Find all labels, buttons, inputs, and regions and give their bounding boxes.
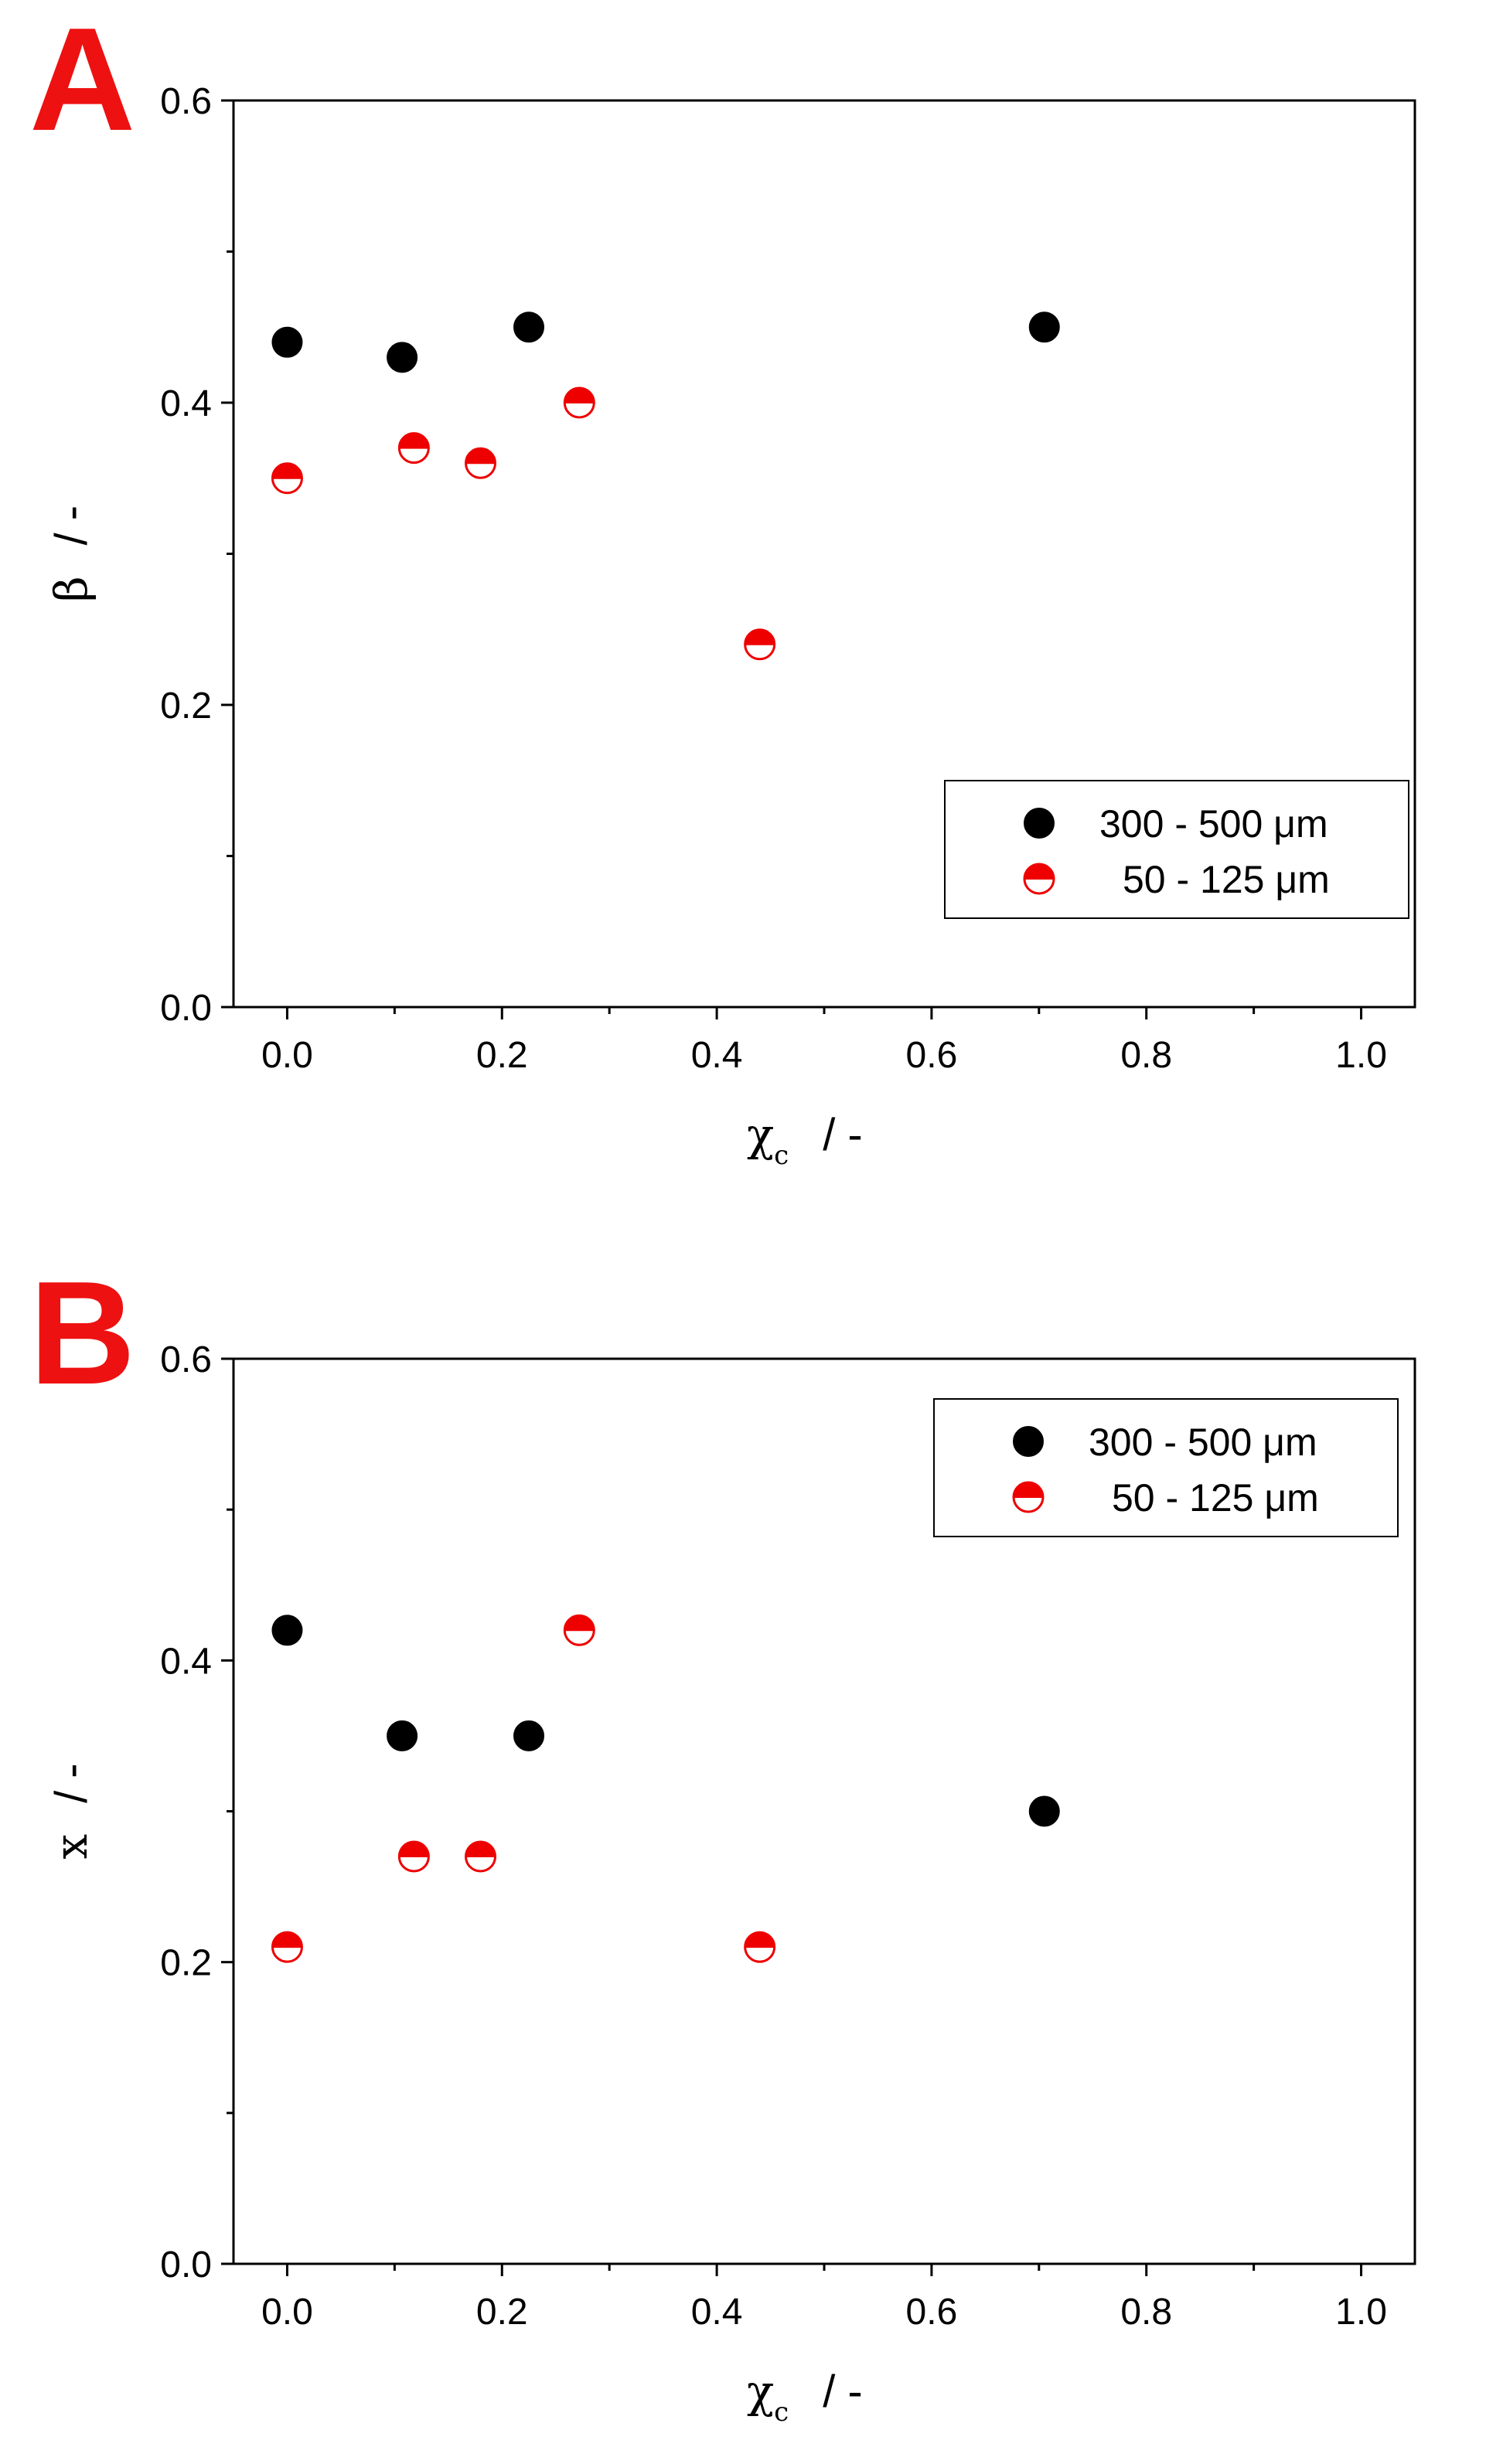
legend-marker-outline [1012, 1481, 1045, 1513]
point-series-large [271, 326, 303, 358]
point-series-small [464, 1840, 496, 1873]
point-series-small [271, 1931, 303, 1963]
y-tick-label: 0.6 [160, 1339, 212, 1380]
point-series-small-outline [271, 462, 303, 495]
point-series-small-outline [563, 386, 595, 419]
point-series-small-top-fill [465, 1842, 496, 1857]
point-series-small-top-fill [399, 433, 429, 448]
point-series-small-outline [464, 1840, 496, 1873]
y-tick-label: 0.2 [160, 1943, 212, 1984]
legend-box [944, 780, 1409, 919]
point-series-small [271, 462, 303, 495]
x-tick-label: 0.6 [906, 2292, 958, 2333]
point-series-small [397, 1840, 430, 1873]
chart-panel-a: A 0.0 0.2 0.4 0.6 0.8 1.0 0.0 0.2 0.4 0.6 χc / - β/ -… [29, 0, 1416, 1171]
x-axis-label: χc / - [747, 2365, 863, 2428]
point-series-small-top-fill [465, 448, 496, 464]
point-series-small-top-fill [564, 1615, 595, 1631]
x-tick-label: 0.0 [261, 2292, 313, 2333]
x-axis-label: χc / - [747, 1108, 863, 1171]
x-tick-label: 1.0 [1335, 2292, 1387, 2333]
x-tick-label: 0.2 [476, 2292, 528, 2333]
point-series-small-outline [397, 1840, 430, 1873]
point-series-small [563, 1614, 595, 1646]
legend-marker [1024, 808, 1055, 839]
point-series-small [563, 386, 595, 419]
y-tick-label: 0.6 [160, 81, 212, 122]
legend-label: 50 - 125 μm [1112, 1476, 1319, 1520]
x-tick-label: 0.2 [476, 1035, 528, 1076]
legend-marker [1023, 863, 1055, 895]
legend-label: 300 - 500 μm [1099, 802, 1328, 846]
legend: 300 - 500 μm 50 - 125 μm [944, 780, 1409, 919]
point-series-small-top-fill [745, 629, 775, 645]
x-tick-label: 0.4 [691, 2292, 743, 2333]
point-series-small [464, 447, 496, 479]
x-tick-label: 0.0 [261, 1035, 313, 1076]
legend-marker [1012, 1481, 1045, 1513]
x-tick-label: 1.0 [1335, 1035, 1387, 1076]
y-tick-label: 0.0 [160, 2244, 212, 2285]
point-series-small-top-fill [745, 1932, 775, 1948]
point-series-small [744, 1931, 776, 1963]
legend-label: 300 - 500 μm [1089, 1421, 1317, 1464]
y-tick-label: 0.4 [160, 383, 212, 424]
point-series-small-top-fill [399, 1842, 429, 1857]
point-series-small-top-fill [272, 463, 302, 478]
point-series-small-outline [744, 1931, 776, 1963]
x-tick-label: 0.8 [1120, 1035, 1172, 1076]
point-series-small-outline [744, 628, 776, 661]
point-series-large [1028, 1795, 1060, 1827]
point-series-small [744, 628, 776, 661]
legend-marker-top-fill [1024, 864, 1054, 879]
point-series-large [513, 311, 544, 343]
point-series-small-outline [397, 432, 430, 465]
y-tick-label: 0.2 [160, 686, 212, 727]
point-series-large [513, 1720, 544, 1751]
chart-panel-b: B 0.0 0.2 0.4 0.6 0.8 1.0 0.0 0.2 0.4 0.6 χc / - x/ -… [29, 1251, 1416, 2428]
panel-label: B [29, 1251, 135, 1415]
point-series-large [387, 342, 418, 373]
point-series-small-outline [271, 1931, 303, 1963]
x-tick-label: 0.8 [1120, 2292, 1172, 2333]
y-axis-label: β/ - [45, 505, 97, 602]
point-series-large [271, 1615, 303, 1646]
point-series-small [397, 432, 430, 465]
panel-label: A [29, 0, 135, 162]
point-series-large [1028, 311, 1060, 343]
legend-marker [1013, 1426, 1044, 1457]
legend-label: 50 - 125 μm [1123, 858, 1330, 901]
point-series-large [387, 1720, 418, 1751]
y-tick-label: 0.0 [160, 988, 212, 1029]
x-tick-label: 0.6 [906, 1035, 958, 1076]
x-tick-label: 0.4 [691, 1035, 743, 1076]
point-series-small-outline [563, 1614, 595, 1646]
point-series-small-outline [464, 447, 496, 479]
legend-box [933, 1398, 1399, 1537]
legend-marker-outline [1023, 863, 1055, 895]
y-tick-label: 0.4 [160, 1641, 212, 1682]
legend: 300 - 500 μm 50 - 125 μm [933, 1398, 1399, 1537]
point-series-small-top-fill [272, 1932, 302, 1948]
point-series-small-top-fill [564, 388, 595, 403]
legend-marker-top-fill [1014, 1482, 1043, 1497]
y-axis-label: x/ - [45, 1763, 97, 1859]
